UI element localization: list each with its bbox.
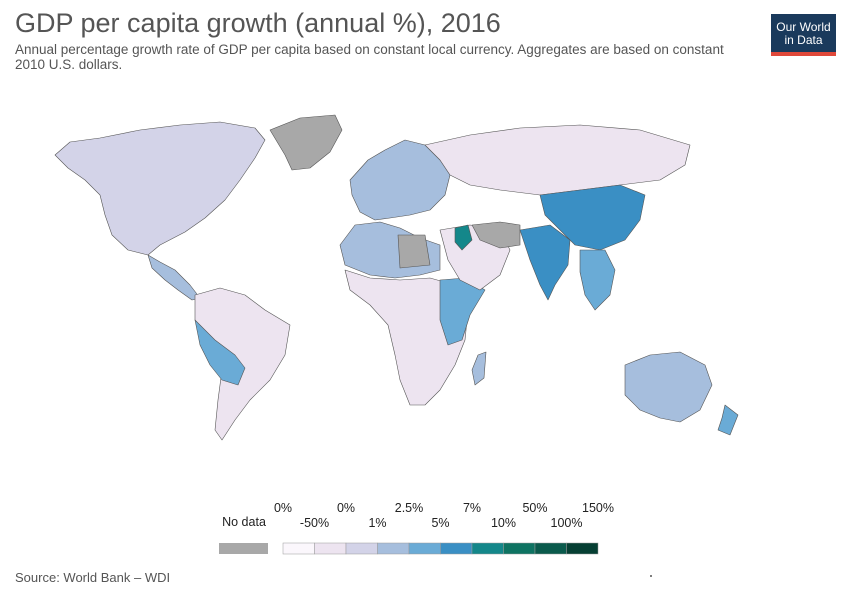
- world-map: [54, 114, 739, 441]
- legend-lower-label-2: 5%: [431, 516, 449, 530]
- legend-bin-4: [408, 542, 441, 555]
- source-note: Source: World Bank – WDI: [15, 570, 171, 585]
- region-iraq[interactable]: [454, 224, 473, 251]
- legend-upper-label-1: 0%: [337, 501, 355, 515]
- legend-bin-1: [314, 542, 347, 555]
- region-greenland[interactable]: [269, 114, 343, 171]
- legend-bin-9: [566, 542, 599, 555]
- owid-logo[interactable]: Our World in Data: [771, 14, 836, 56]
- legend-upper-label-5: 150%: [582, 501, 614, 515]
- legend-bin-3: [377, 542, 410, 555]
- region-europe[interactable]: [349, 139, 451, 221]
- region-peru-bolivia[interactable]: [194, 319, 246, 386]
- legend-upper-label-4: 50%: [522, 501, 547, 515]
- region-russia[interactable]: [424, 124, 691, 196]
- region-madagascar[interactable]: [471, 351, 487, 386]
- legend-lower-label-4: 100%: [551, 516, 583, 530]
- region-sub-saharan-africa[interactable]: [344, 269, 469, 406]
- region-australia[interactable]: [624, 351, 713, 423]
- region-north-america[interactable]: [54, 121, 266, 256]
- legend-lower-label-0: -50%: [300, 516, 329, 530]
- legend-upper-label-2: 2.5%: [395, 501, 424, 515]
- chart-title: GDP per capita growth (annual %), 2016: [15, 8, 501, 38]
- legend-lower-label-1: 1%: [368, 516, 386, 530]
- region-china[interactable]: [539, 184, 646, 251]
- legend-bin-2: [345, 542, 378, 555]
- legend-lower-label-3: 10%: [491, 516, 516, 530]
- region-southeast-asia[interactable]: [579, 249, 616, 311]
- region-libya[interactable]: [397, 234, 431, 269]
- legend-nodata-label: No data: [222, 515, 266, 529]
- legend-bin-0: [282, 542, 315, 555]
- decorative-dot: [650, 575, 652, 577]
- legend-nodata-swatch: [219, 543, 268, 554]
- legend-bin-8: [534, 542, 567, 555]
- legend-upper-label-3: 7%: [463, 501, 481, 515]
- region-iran-afghanistan[interactable]: [471, 221, 521, 249]
- legend-upper-label-0: 0%: [274, 501, 292, 515]
- legend-bin-6: [471, 542, 504, 555]
- legend-bin-7: [503, 542, 536, 555]
- chart-subtitle: Annual percentage growth rate of GDP per…: [15, 42, 724, 72]
- region-new-zealand[interactable]: [717, 404, 739, 436]
- region-india[interactable]: [519, 224, 571, 301]
- legend-bin-5: [440, 542, 473, 555]
